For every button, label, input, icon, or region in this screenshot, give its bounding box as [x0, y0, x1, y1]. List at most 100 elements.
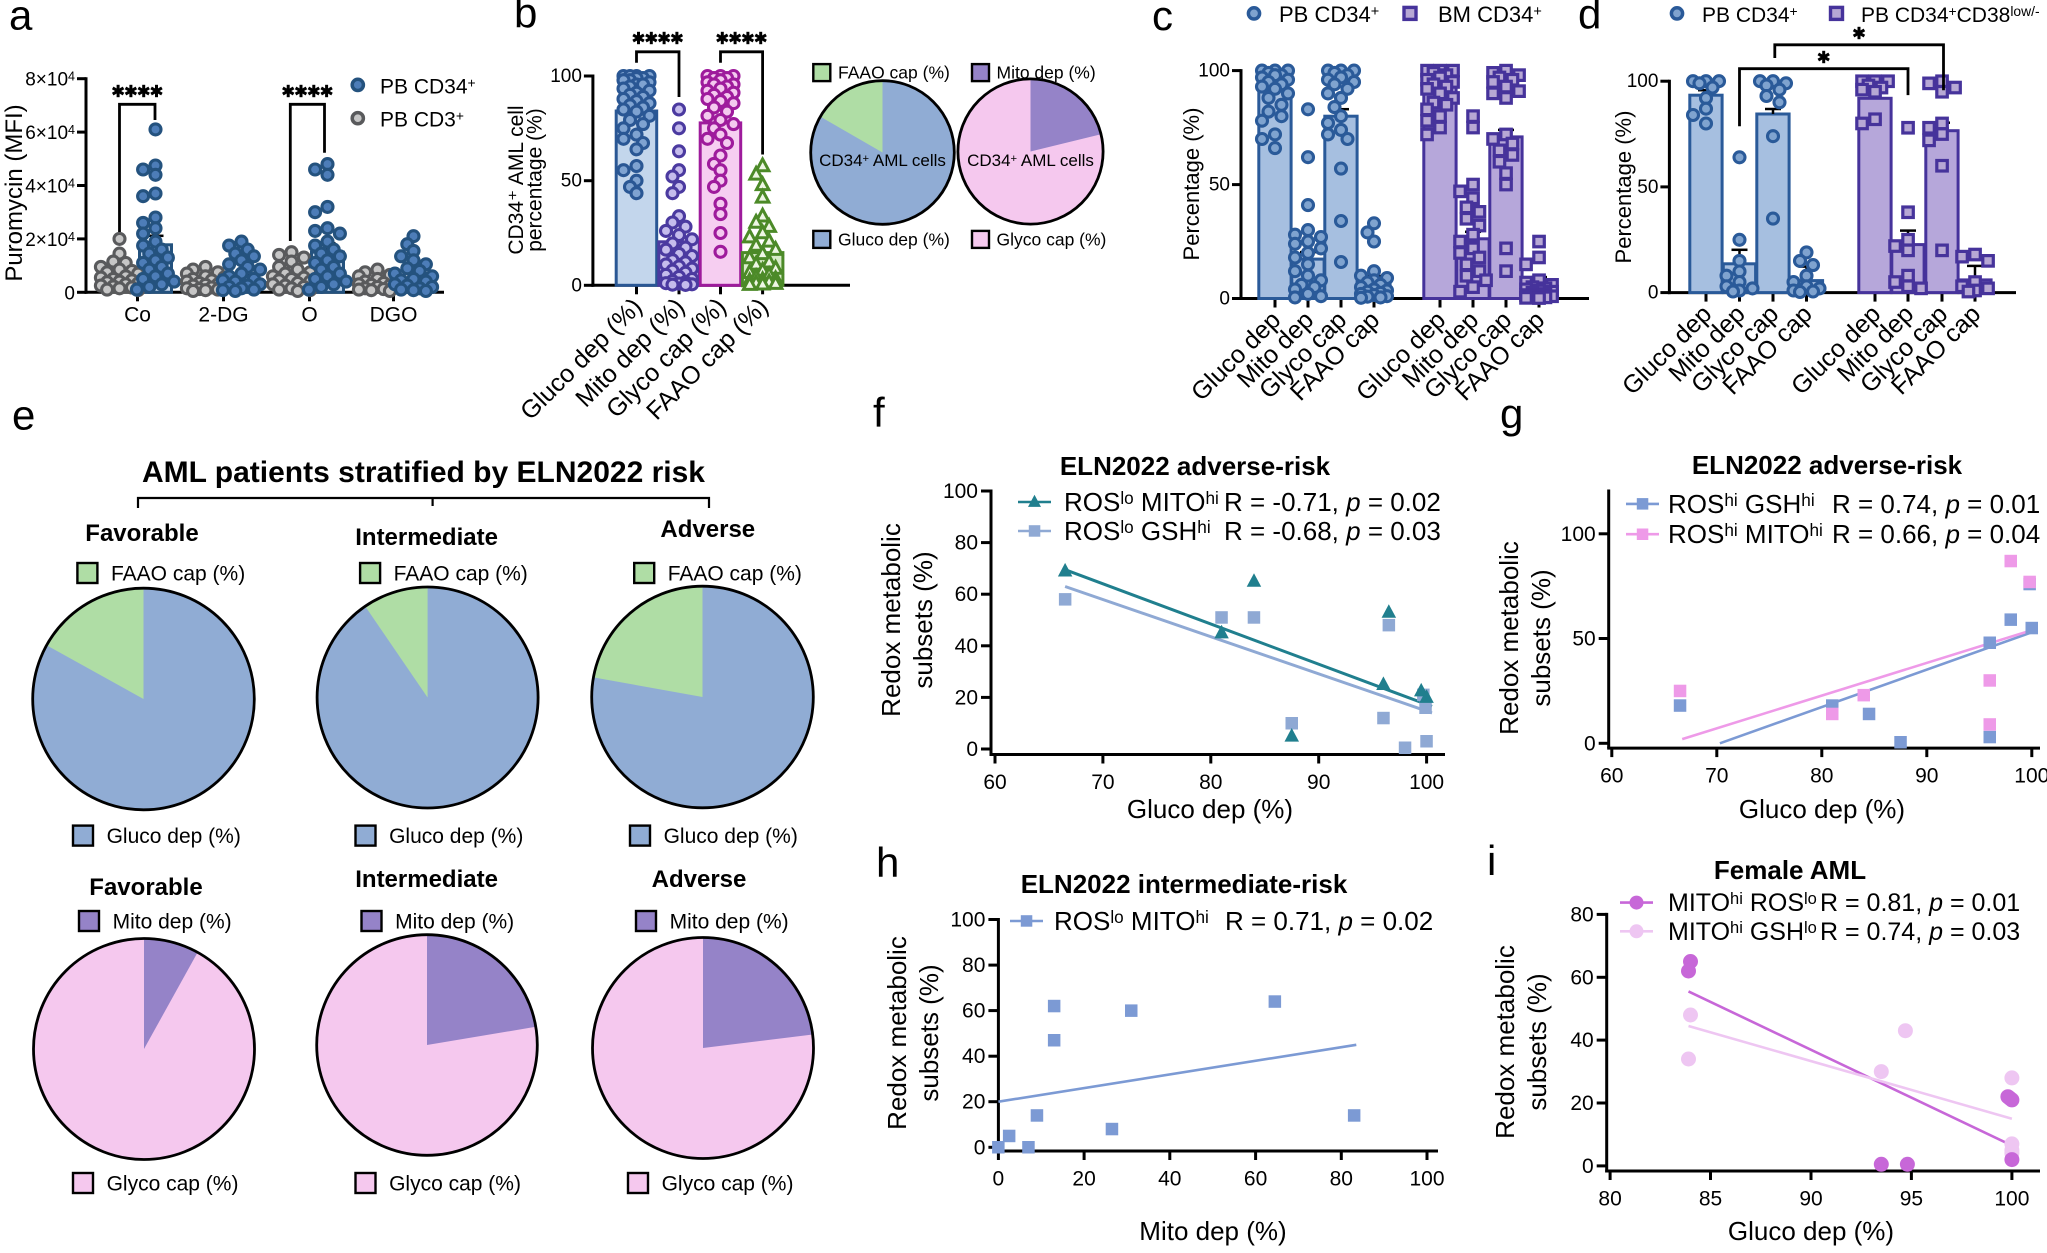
svg-text:Intermediate: Intermediate — [355, 866, 498, 893]
svg-text:R = -0.71, p = 0.02: R = -0.71, p = 0.02 — [1224, 487, 1441, 517]
svg-text:Redox metabolic: Redox metabolic — [1494, 541, 1524, 735]
svg-text:80: 80 — [1330, 1168, 1353, 1191]
svg-text:Gluco dep (%): Gluco dep (%) — [107, 825, 241, 848]
svg-text:ROSlo MITOhi: ROSlo MITOhi — [1064, 487, 1219, 517]
svg-text:FAAO cap (%): FAAO cap (%) — [394, 563, 528, 586]
svg-text:b: b — [514, 0, 537, 37]
svg-text:AML patients stratified by ELN: AML patients stratified by ELN2022 risk — [142, 456, 705, 489]
svg-text:ROSlo MITOhi: ROSlo MITOhi — [1054, 906, 1209, 936]
svg-text:c: c — [1152, 0, 1173, 39]
svg-text:40: 40 — [962, 1045, 985, 1068]
svg-text:0: 0 — [974, 1136, 986, 1159]
svg-text:100: 100 — [1561, 523, 1596, 546]
svg-text:50: 50 — [1209, 175, 1230, 196]
svg-text:20: 20 — [955, 686, 978, 709]
svg-text:BM CD34+: BM CD34+ — [1438, 2, 1542, 27]
svg-text:20: 20 — [962, 1091, 985, 1114]
svg-text:4×104: 4×104 — [25, 176, 75, 197]
svg-text:50: 50 — [561, 171, 582, 192]
svg-text:O: O — [301, 303, 317, 326]
svg-text:0: 0 — [571, 275, 582, 296]
svg-text:50: 50 — [1572, 628, 1595, 651]
svg-text:Intermediate: Intermediate — [355, 524, 498, 551]
svg-text:80: 80 — [955, 532, 978, 555]
svg-text:R = 0.71, p = 0.02: R = 0.71, p = 0.02 — [1225, 906, 1433, 936]
svg-text:Gluco dep (%): Gluco dep (%) — [1127, 794, 1293, 824]
svg-text:100: 100 — [2014, 765, 2047, 788]
svg-text:FAAO cap (%): FAAO cap (%) — [668, 563, 802, 586]
svg-text:100: 100 — [1994, 1188, 2029, 1211]
svg-text:100: 100 — [943, 480, 978, 503]
svg-text:Favorable: Favorable — [89, 874, 202, 901]
svg-text:R = 0.66, p = 0.04: R = 0.66, p = 0.04 — [1832, 519, 2040, 549]
svg-text:Glyco cap (%): Glyco cap (%) — [107, 1173, 239, 1196]
svg-text:8×104: 8×104 — [25, 69, 75, 90]
svg-text:percentage (%): percentage (%) — [524, 108, 547, 252]
svg-text:PB CD34+: PB CD34+ — [1279, 2, 1379, 27]
svg-text:Co: Co — [124, 303, 151, 326]
svg-text:d: d — [1578, 0, 1601, 38]
svg-text:20: 20 — [1570, 1092, 1593, 1115]
svg-text:Favorable: Favorable — [85, 520, 198, 547]
svg-text:Gluco dep (%): Gluco dep (%) — [389, 825, 523, 848]
svg-text:50: 50 — [1637, 177, 1658, 198]
svg-text:0: 0 — [1219, 289, 1230, 310]
svg-text:Adverse: Adverse — [660, 516, 755, 543]
svg-text:i: i — [1487, 837, 1496, 884]
svg-text:90: 90 — [1799, 1188, 1822, 1211]
svg-text:Mito dep (%): Mito dep (%) — [670, 911, 789, 934]
svg-text:subsets (%): subsets (%) — [914, 964, 944, 1101]
svg-text:PB CD34+CD38low/-: PB CD34+CD38low/- — [1861, 3, 2040, 27]
svg-text:a: a — [9, 0, 33, 39]
svg-text:80: 80 — [1199, 771, 1222, 794]
svg-text:80: 80 — [1570, 903, 1593, 926]
svg-text:80: 80 — [1598, 1188, 1621, 1211]
svg-text:Mito dep (%): Mito dep (%) — [395, 911, 514, 934]
svg-text:CD34+ AML cells: CD34+ AML cells — [819, 151, 946, 170]
svg-text:FAAO cap (%): FAAO cap (%) — [111, 563, 245, 586]
svg-text:70: 70 — [1705, 765, 1728, 788]
svg-text:h: h — [876, 839, 899, 886]
svg-text:100: 100 — [1198, 61, 1230, 82]
svg-text:Mito dep (%): Mito dep (%) — [113, 911, 232, 934]
svg-text:0: 0 — [966, 738, 978, 761]
svg-text:0: 0 — [993, 1168, 1005, 1191]
svg-text:ROSlo GSHhi: ROSlo GSHhi — [1064, 516, 1211, 546]
svg-text:60: 60 — [962, 1000, 985, 1023]
svg-text:6×104: 6×104 — [25, 123, 75, 144]
svg-text:ELN2022 adverse-risk: ELN2022 adverse-risk — [1060, 451, 1331, 481]
svg-text:100: 100 — [1627, 71, 1659, 92]
svg-text:MITOhi ROSlo: MITOhi ROSlo — [1668, 889, 1817, 917]
svg-text:Gluco dep (%): Gluco dep (%) — [664, 825, 798, 848]
svg-text:DGO: DGO — [370, 303, 418, 326]
svg-text:90: 90 — [1915, 765, 1938, 788]
svg-text:PB CD3+: PB CD3+ — [380, 108, 464, 132]
svg-text:Glyco cap (%): Glyco cap (%) — [662, 1173, 794, 1196]
svg-text:CD34+ AML cells: CD34+ AML cells — [967, 151, 1094, 170]
svg-text:40: 40 — [955, 635, 978, 658]
svg-text:subsets (%): subsets (%) — [908, 551, 938, 688]
svg-text:R = 0.74, p = 0.03: R = 0.74, p = 0.03 — [1820, 918, 2020, 946]
svg-text:R = 0.81, p = 0.01: R = 0.81, p = 0.01 — [1820, 889, 2020, 917]
svg-text:20: 20 — [1072, 1168, 1095, 1191]
svg-text:100: 100 — [1409, 1168, 1444, 1191]
svg-text:Redox metabolic: Redox metabolic — [1490, 945, 1520, 1139]
svg-text:Puromycin (MFI): Puromycin (MFI) — [1, 104, 28, 281]
svg-text:Mito dep (%): Mito dep (%) — [997, 63, 1096, 83]
svg-text:ELN2022 adverse-risk: ELN2022 adverse-risk — [1692, 450, 1963, 480]
svg-text:0: 0 — [1582, 1155, 1594, 1178]
svg-text:Gluco dep (%): Gluco dep (%) — [1728, 1216, 1894, 1246]
svg-text:ELN2022 intermediate-risk: ELN2022 intermediate-risk — [1021, 869, 1348, 899]
svg-text:ROShi MITOhi: ROShi MITOhi — [1668, 519, 1823, 549]
svg-text:0: 0 — [64, 283, 75, 304]
svg-text:Redox metabolic: Redox metabolic — [882, 936, 912, 1130]
svg-text:FAAO cap (%): FAAO cap (%) — [838, 63, 950, 83]
svg-text:R = 0.74, p = 0.01: R = 0.74, p = 0.01 — [1832, 489, 2040, 519]
svg-text:100: 100 — [1409, 771, 1444, 794]
svg-text:0: 0 — [1648, 283, 1659, 304]
svg-text:Female AML: Female AML — [1714, 855, 1866, 885]
svg-text:Gluco dep (%): Gluco dep (%) — [1739, 794, 1905, 824]
svg-text:40: 40 — [1570, 1029, 1593, 1052]
svg-text:2-DG: 2-DG — [198, 303, 248, 326]
svg-text:PB CD34+: PB CD34+ — [380, 75, 476, 99]
